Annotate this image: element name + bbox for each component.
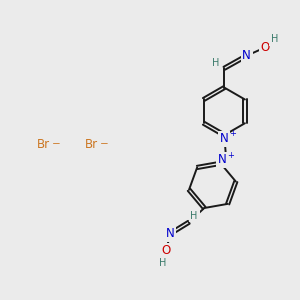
Text: Br: Br bbox=[37, 138, 50, 151]
Text: N: N bbox=[220, 132, 229, 145]
Text: N: N bbox=[166, 227, 175, 240]
Text: +: + bbox=[229, 129, 236, 138]
Text: H: H bbox=[190, 211, 198, 221]
Text: O: O bbox=[161, 244, 171, 257]
Text: H: H bbox=[212, 58, 220, 68]
Text: N: N bbox=[218, 153, 226, 166]
Text: Br: Br bbox=[85, 138, 98, 151]
Text: N: N bbox=[242, 49, 251, 62]
Text: H: H bbox=[159, 258, 167, 268]
Text: O: O bbox=[260, 41, 270, 54]
Text: −: − bbox=[52, 139, 61, 149]
Text: −: − bbox=[100, 139, 108, 149]
Text: H: H bbox=[271, 34, 278, 44]
Text: +: + bbox=[227, 151, 234, 160]
